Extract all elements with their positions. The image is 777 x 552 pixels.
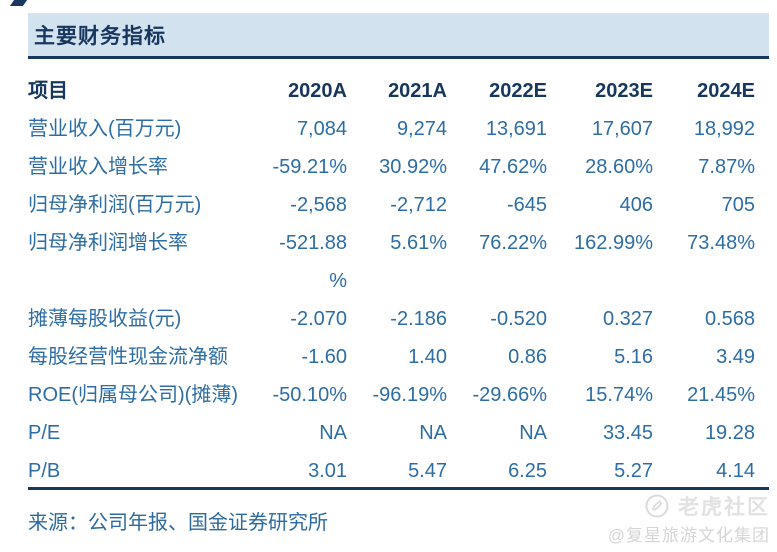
cell-value: 28.60%	[585, 156, 653, 178]
row-label: 每股经营性现金流净额	[28, 346, 228, 368]
cell-value: 21.45%	[687, 384, 755, 406]
row-label: 归母净利润(百万元)	[28, 194, 202, 216]
header-row: 项目 2020A 2021A 2022E 2023E 2024E	[28, 72, 755, 110]
cell-value: 33.45	[602, 422, 653, 444]
col-header-2022e: 2022E	[489, 80, 547, 102]
cell-value: 15.74%	[585, 384, 653, 406]
cell-value: 406	[619, 194, 653, 216]
cell-value: 17,607	[591, 118, 653, 140]
cell-value: -1.60	[301, 346, 347, 368]
cell-value: 162.99%	[574, 232, 653, 254]
cell-value: -29.66%	[472, 384, 548, 406]
cell-value: 73.48%	[687, 232, 755, 254]
cell-value: 3.01	[308, 460, 347, 482]
table-row: P/B 3.01 5.47 6.25 5.27 4.14	[28, 452, 755, 490]
table-row: 营业收入(百万元) 7,084 9,274 13,691 17,607 18,9…	[28, 110, 755, 148]
crop-artifact	[9, 0, 28, 6]
watermark-brand-row: 老虎社区	[608, 494, 770, 519]
cell-value: 9,274	[396, 118, 447, 140]
cell-value: 30.92%	[379, 156, 447, 178]
col-header-2020a: 2020A	[288, 80, 347, 102]
cell-value: -521.88 %	[279, 232, 347, 292]
cell-value: NA	[319, 422, 347, 444]
tiger-logo-icon	[645, 494, 669, 518]
row-label: ROE(归属母公司)(摊薄)	[28, 384, 238, 406]
cell-value: 3.49	[716, 346, 755, 368]
col-header-2023e: 2023E	[595, 80, 653, 102]
row-label: P/B	[28, 460, 61, 482]
col-header-2021a: 2021A	[388, 80, 447, 102]
row-label: 归母净利润增长率	[28, 232, 188, 254]
table-row: 归母净利润增长率 -521.88 % 5.61% 76.22% 162.99% …	[28, 224, 755, 300]
cell-value: NA	[419, 422, 447, 444]
financial-indicators-table: 项目 2020A 2021A 2022E 2023E 2024E 营业收入(百万…	[28, 72, 755, 490]
row-label: P/E	[28, 422, 61, 444]
cell-value: -2,712	[390, 194, 447, 216]
cell-value: 6.25	[508, 460, 547, 482]
source-note: 来源：公司年报、国金证券研究所	[28, 512, 328, 534]
cell-value: 1.40	[408, 346, 447, 368]
cell-value: -59.21%	[272, 156, 348, 178]
table-row: P/E NA NA NA 33.45 19.28	[28, 414, 755, 452]
cell-value: -50.10%	[272, 384, 348, 406]
cell-value: -96.19%	[372, 384, 448, 406]
cell-value: 5.16	[614, 346, 653, 368]
cell-value: -645	[506, 194, 547, 216]
cell-value: 5.27	[614, 460, 653, 482]
table-row: 归母净利润(百万元) -2,568 -2,712 -645 406 705	[28, 186, 755, 224]
cell-value: 19.28	[704, 422, 755, 444]
cell-value: 705	[721, 194, 755, 216]
cell-value: 0.327	[602, 308, 653, 330]
cell-value: -2.186	[390, 308, 447, 330]
cell-value: 5.47	[408, 460, 447, 482]
cell-value: 0.86	[508, 346, 547, 368]
table-row: 营业收入增长率 -59.21% 30.92% 47.62% 28.60% 7.8…	[28, 148, 755, 186]
cell-value: NA	[519, 422, 547, 444]
col-header-item: 项目	[28, 80, 68, 102]
row-label: 营业收入增长率	[28, 156, 168, 178]
cell-value: 7.87%	[698, 156, 755, 178]
table-title: 主要财务指标	[34, 24, 166, 48]
table-title-bar: 主要财务指标	[28, 13, 769, 59]
cell-value: 0.568	[704, 308, 755, 330]
col-header-2024e: 2024E	[697, 80, 755, 102]
table-row: ROE(归属母公司)(摊薄) -50.10% -96.19% -29.66% 1…	[28, 376, 755, 414]
cell-value: 5.61%	[390, 232, 447, 254]
cell-value: 47.62%	[479, 156, 547, 178]
table-row: 每股经营性现金流净额 -1.60 1.40 0.86 5.16 3.49	[28, 338, 755, 376]
row-label: 营业收入(百万元)	[28, 118, 182, 140]
cell-value: -2.070	[290, 308, 347, 330]
table-row: 摊薄每股收益(元) -2.070 -2.186 -0.520 0.327 0.5…	[28, 300, 755, 338]
cell-value: -2,568	[290, 194, 347, 216]
cell-value: -0.520	[490, 308, 547, 330]
cell-value: 18,992	[693, 118, 755, 140]
cell-value: 13,691	[485, 118, 547, 140]
cell-value: 4.14	[716, 460, 755, 482]
table-bottom-rule	[28, 487, 769, 490]
row-label: 摊薄每股收益(元)	[28, 308, 182, 330]
watermark-brand: 老虎社区	[678, 496, 770, 519]
watermark: 老虎社区 @复星旅游文化集团	[608, 494, 770, 546]
cell-value: 7,084	[296, 118, 347, 140]
watermark-handle: @复星旅游文化集团	[607, 526, 770, 545]
cell-value: 76.22%	[479, 232, 547, 254]
